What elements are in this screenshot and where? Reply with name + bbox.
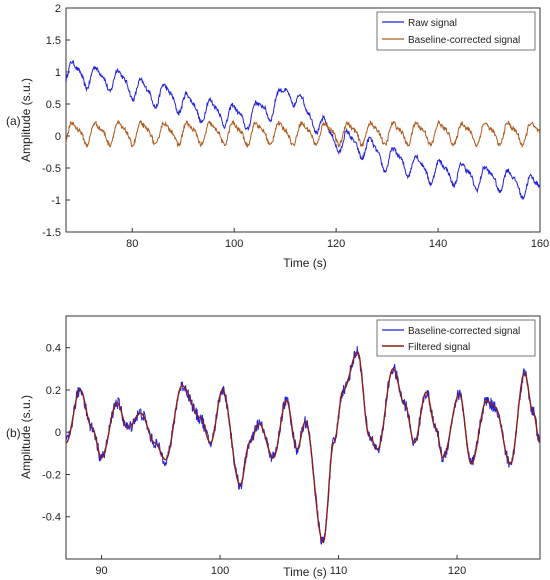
panel-a-series-line-1 bbox=[65, 119, 541, 149]
panel-a-y-tick-label: -1.5 bbox=[42, 227, 61, 239]
panel-b-x-tick-label: 110 bbox=[330, 565, 348, 577]
panel-a-x-tick-label: 160 bbox=[531, 238, 549, 250]
panel-a-legend-box bbox=[376, 11, 536, 51]
panel-a-y-tick-label: 2 bbox=[55, 3, 61, 15]
panel-b-legend-filtered-label: Filtered signal bbox=[408, 342, 470, 353]
panel-a-y-tick-label: -0.5 bbox=[42, 163, 61, 175]
panel-a-x-tick-label: 140 bbox=[429, 238, 447, 250]
panel-b-legend: Baseline-corrected signal Filtered signa… bbox=[376, 319, 536, 357]
panel-b-y-tick-label: -0.2 bbox=[42, 469, 61, 481]
panel-b-x-tick-label: 100 bbox=[211, 565, 229, 577]
panel-a-y-tick-label: 0.5 bbox=[46, 99, 61, 111]
panel-b-y-axis-label: Amplitude (s.u.) bbox=[19, 395, 33, 479]
panel-a-y-tick-label: 1 bbox=[55, 67, 61, 79]
panel-a-y-tick-label: 1.5 bbox=[46, 35, 61, 47]
panel-b-label: (b) bbox=[6, 426, 21, 440]
panel-b-x-axis-label: Time (s) bbox=[283, 565, 327, 579]
panel-a-x-tick-label: 80 bbox=[126, 238, 138, 250]
panel-a-legend-corrected-label: Baseline-corrected signal bbox=[408, 35, 520, 46]
panel-b-legend-corrected-label: Baseline-corrected signal bbox=[408, 326, 520, 337]
panel-b-plot-area bbox=[65, 315, 541, 560]
panel-b-y-tick-label: 0 bbox=[55, 427, 61, 439]
panel-b-series bbox=[65, 346, 541, 545]
panel-b-y-tick-label: -0.4 bbox=[42, 512, 61, 524]
panel-a-y-tick-label: 0 bbox=[55, 131, 61, 143]
panel-b-y-tick-label: 0.2 bbox=[46, 385, 61, 397]
panel-a-x-tick-label: 120 bbox=[327, 238, 345, 250]
panel-b-x-tick-label: 120 bbox=[448, 565, 466, 577]
panel-a-x-axis-label: Time (s) bbox=[283, 256, 327, 270]
panel-b-chart: 90 100 110 120 -0.4 -0.2 0 0.2 0.4 (b) Amplitude… bbox=[6, 315, 541, 579]
panel-a-x-tick-label: 100 bbox=[225, 238, 243, 250]
panel-b-x-tick-label: 90 bbox=[95, 565, 107, 577]
panel-b-series-line-0 bbox=[65, 346, 541, 545]
panel-b-series-line-1 bbox=[65, 351, 541, 543]
panel-a-chart: 80 100 120 140 160 -1.5 -1 -0.5 0 0.5 1 1.5 2 (a) Am… bbox=[6, 3, 549, 270]
panel-a-ticks: 80 100 120 140 160 -1.5 -1 -0.5 0 0.5 1 1.5 2 bbox=[42, 3, 549, 250]
panel-a-y-axis-label: Amplitude (s.u.) bbox=[19, 78, 33, 162]
panel-b-ticks: 90 100 110 120 -0.4 -0.2 0 0.2 0.4 bbox=[42, 343, 466, 577]
panel-a-series bbox=[65, 60, 541, 201]
panel-a-y-tick-label: -1 bbox=[51, 195, 61, 207]
panel-a-label: (a) bbox=[6, 114, 21, 128]
panel-a-legend: Raw signal Baseline-corrected signal bbox=[376, 11, 536, 51]
panel-a-series-line-0 bbox=[65, 60, 541, 201]
panel-a-legend-raw-label: Raw signal bbox=[408, 18, 457, 29]
panel-b-y-tick-label: 0.4 bbox=[46, 343, 61, 355]
panel-b-legend-box bbox=[376, 319, 536, 357]
